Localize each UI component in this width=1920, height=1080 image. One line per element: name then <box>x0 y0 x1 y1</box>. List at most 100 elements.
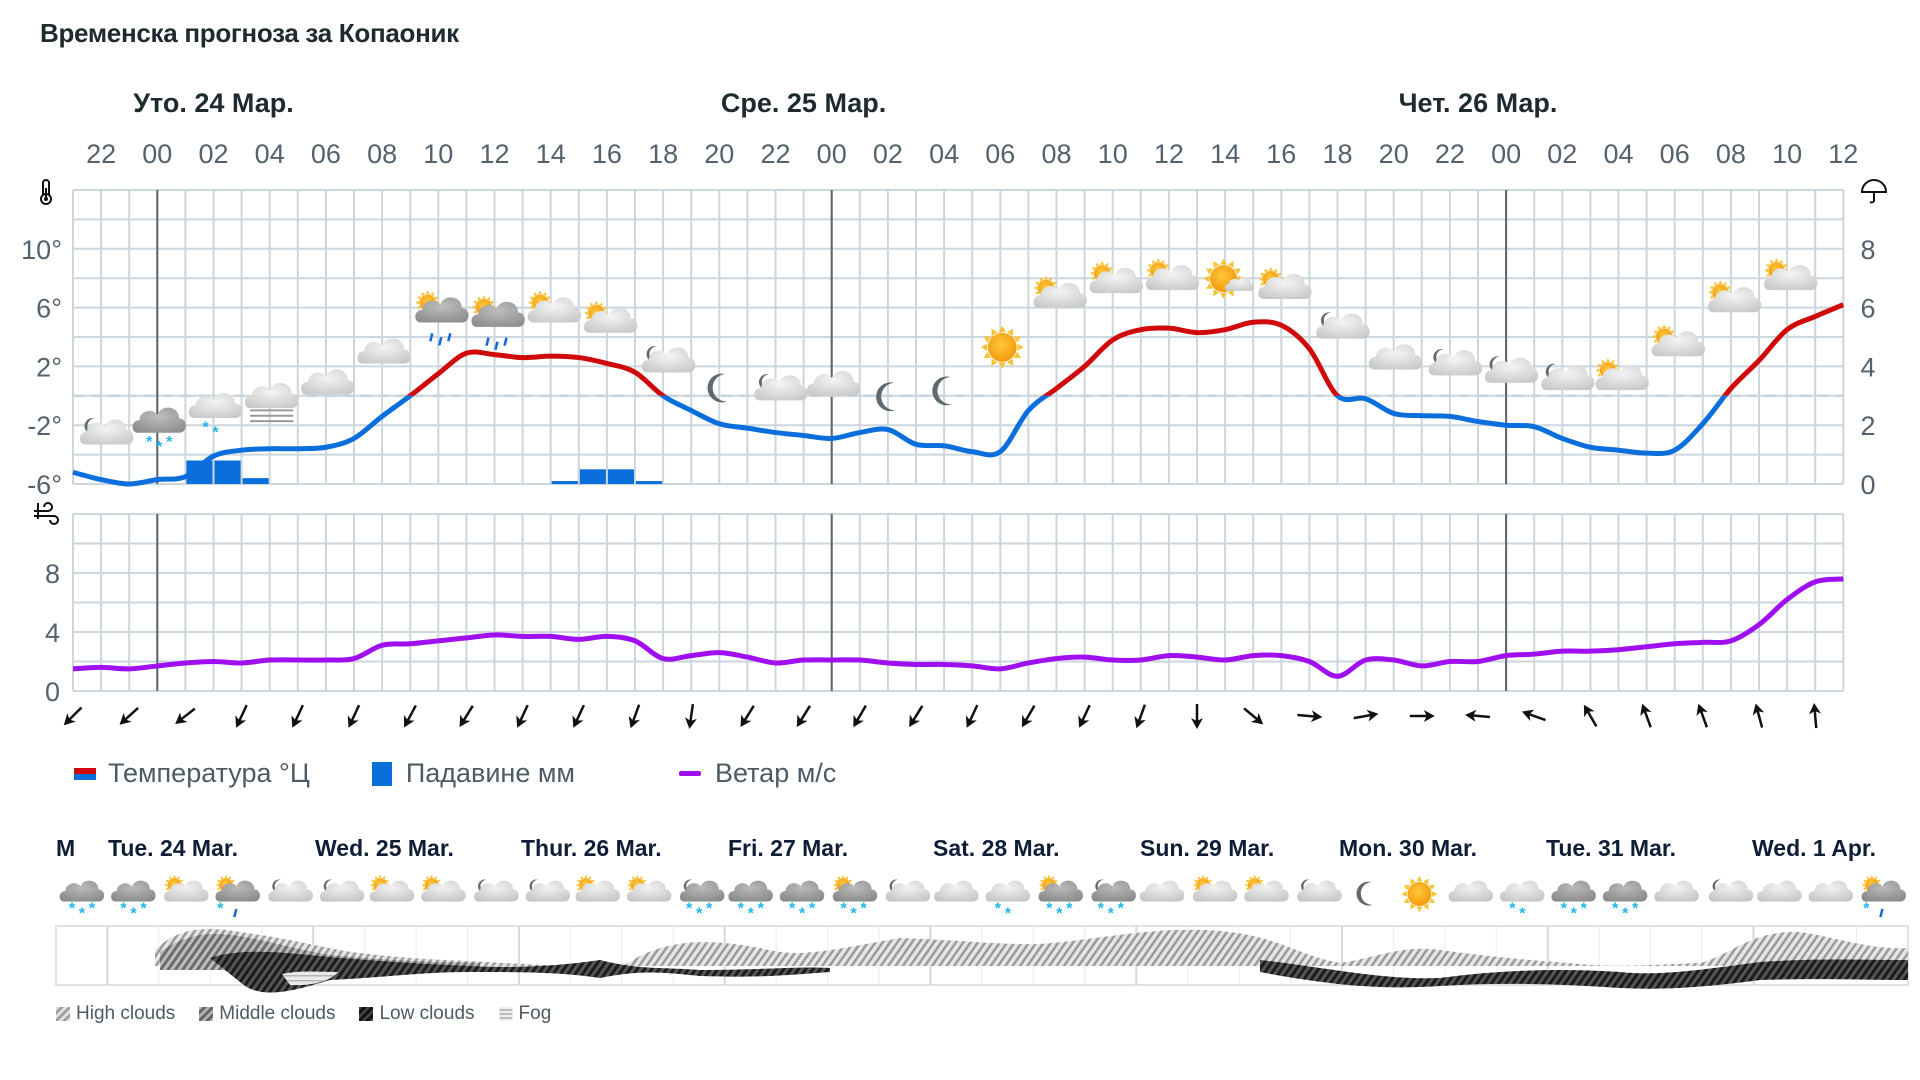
hour-label: 20 <box>1379 139 1409 169</box>
svg-text:*: * <box>202 419 209 436</box>
night-partly-cloudy-icon <box>885 879 931 902</box>
partly-cloudy-icon <box>1033 275 1087 308</box>
svg-text:*: * <box>1118 901 1125 918</box>
svg-text:*: * <box>1863 901 1870 918</box>
svg-text:*: * <box>166 434 173 451</box>
hour-label: 08 <box>367 139 397 169</box>
cloud-legend: High clouds Middle clouds Low clouds Fog <box>56 1003 575 1025</box>
meteogram-day-label: Tue. 31 Mar. <box>1546 835 1676 861</box>
precip-bar <box>551 481 578 484</box>
overcast-snow-icon: * * * <box>111 880 156 923</box>
wind-arrow-icon <box>403 704 417 728</box>
night-partly-cloudy-icon <box>1484 356 1539 383</box>
partly-cloudy-snow-icon: * * * <box>1038 874 1083 923</box>
moon-icon <box>1356 881 1373 906</box>
wind-arrow-icon <box>1134 704 1147 729</box>
cloudy-icon <box>1808 880 1854 902</box>
precip-axis-label: 4 <box>1860 352 1875 382</box>
temp-axis-label: 10° <box>21 235 62 265</box>
day-label: Чет. 26 Мар. <box>1399 88 1558 118</box>
overcast-snow-icon: * * * <box>59 880 105 923</box>
legend-precipitation[interactable]: Падавине мм <box>371 758 575 789</box>
meteogram-day-label: Fri. 27 Mar. <box>728 835 848 861</box>
meteogram: M Tue. 24 Mar. Wed. 25 Mar. Thur. 26 Mar. Fr… <box>55 835 1909 993</box>
svg-text:*: * <box>79 906 86 923</box>
meteogram-day-label: Wed. 1 Apr. <box>1752 835 1876 861</box>
cloud-cover-panel <box>55 925 1909 993</box>
svg-text:*: * <box>1046 901 1053 918</box>
cloudy-light-snow-icon: * * <box>985 880 1031 923</box>
partly-cloudy-icon <box>1145 258 1200 291</box>
night-partly-cloudy-icon <box>474 879 519 902</box>
wind-arrow-icon <box>1583 704 1598 728</box>
svg-text:*: * <box>809 901 816 918</box>
svg-text:*: * <box>850 906 857 923</box>
wind-arrow-icon <box>1297 710 1323 723</box>
wind-arrow-icon <box>740 705 755 728</box>
wind-icon <box>34 502 59 525</box>
night-partly-cloudy-icon <box>79 418 134 445</box>
svg-text:*: * <box>696 906 703 923</box>
hour-label: 12 <box>479 139 509 169</box>
svg-text:*: * <box>156 439 163 456</box>
partly-cloudy-icon <box>575 874 621 902</box>
wind-arrow-icon <box>459 705 474 728</box>
cloud-legend-low: Low clouds <box>359 1003 475 1025</box>
hour-label: 22 <box>760 139 790 169</box>
wind-axis-label: 8 <box>45 559 60 589</box>
wind-arrow-icon <box>1353 709 1379 722</box>
partly-cloudy-rain-icon <box>415 290 469 346</box>
partly-cloudy-snow-icon: * * * <box>832 874 878 923</box>
cloudy-icon <box>357 338 411 364</box>
svg-text:*: * <box>860 901 867 918</box>
hour-label: 02 <box>198 139 228 169</box>
hour-label: 22 <box>1435 139 1465 169</box>
fog-swatch <box>498 1007 513 1021</box>
legend-temperature-label: Температура °Ц <box>108 758 310 788</box>
svg-text:*: * <box>706 901 713 918</box>
wind-arrow-icon <box>1078 704 1091 728</box>
umbrella-icon <box>1860 179 1888 204</box>
cloud-legend-middle: Middle clouds <box>199 1003 335 1025</box>
wind-arrow-icon <box>1521 709 1546 722</box>
svg-text:*: * <box>1561 901 1568 918</box>
cloudy-icon <box>301 369 355 395</box>
mostly-sunny-icon <box>1203 258 1255 299</box>
wind-arrow-icon <box>347 704 361 728</box>
cloudy-icon <box>934 880 979 902</box>
svg-text:*: * <box>217 901 224 918</box>
svg-text:*: * <box>212 424 219 441</box>
cloudy-icon <box>1757 880 1802 902</box>
svg-text:*: * <box>140 901 147 918</box>
partly-cloudy-icon <box>1595 358 1649 391</box>
axis-labels: 10° 6° 2° -2° -6° 8 6 4 2 0 8 4 0 <box>21 235 1875 707</box>
day-label: Уто. 24 Мар. <box>133 88 294 118</box>
wind-arrow-icon <box>1809 703 1822 729</box>
svg-text:*: * <box>1519 906 1526 923</box>
svg-text:*: * <box>1622 906 1629 923</box>
cloudy-light-snow-icon: * * <box>1499 880 1545 923</box>
legend-wind-label: Ветар м/с <box>714 758 837 788</box>
partly-cloudy-icon <box>164 874 209 902</box>
wind-arrow-icon <box>909 705 924 728</box>
day-labels: Уто. 24 Мар. Сре. 25 Мар. Чет. 26 Мар. <box>133 88 1557 118</box>
wind-axis-label: 4 <box>45 618 60 648</box>
night-partly-cloudy-icon <box>754 374 808 401</box>
overcast-snow-icon: * * * <box>779 880 825 923</box>
cloudy-light-snow-icon: * * <box>188 392 243 441</box>
precip-bar <box>186 460 213 484</box>
chart-legend: Температура °Ц Падавине мм Ветар м/с <box>74 758 898 789</box>
overcast-snow-icon: * * * <box>1551 880 1596 923</box>
wind-arrow-icon <box>684 703 697 729</box>
night-partly-cloudy-icon <box>268 879 313 902</box>
night-partly-cloudy-icon <box>525 879 571 902</box>
legend-temperature[interactable]: Температура °Ц <box>74 758 310 789</box>
hour-label: 06 <box>985 139 1015 169</box>
legend-wind[interactable]: Ветар м/с <box>678 758 837 789</box>
hour-label: 02 <box>873 139 903 169</box>
legend-precipitation-label: Падавине мм <box>405 758 575 788</box>
hour-label: 12 <box>1828 139 1858 169</box>
wind-arrow-icon <box>63 706 83 726</box>
hour-label: 06 <box>1660 139 1690 169</box>
night-overcast-snow-icon: * * * <box>1091 879 1136 923</box>
